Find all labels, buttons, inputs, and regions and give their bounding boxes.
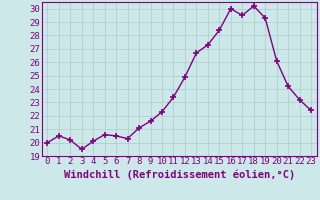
- X-axis label: Windchill (Refroidissement éolien,°C): Windchill (Refroidissement éolien,°C): [64, 169, 295, 180]
